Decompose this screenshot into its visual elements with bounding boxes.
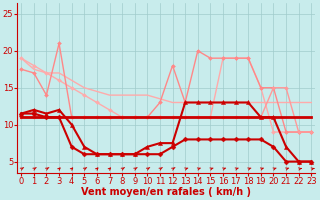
X-axis label: Vent moyen/en rafales ( km/h ): Vent moyen/en rafales ( km/h ) xyxy=(81,187,251,197)
